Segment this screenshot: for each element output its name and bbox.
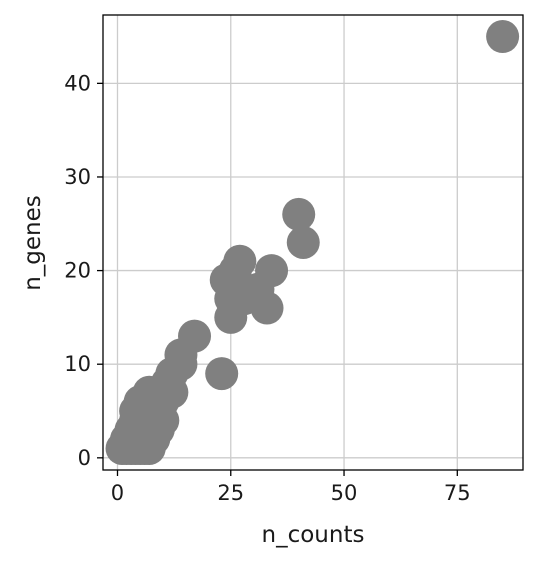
data-point: [178, 319, 212, 353]
x-axis-label: n_counts: [262, 522, 365, 548]
y-axis-label: n_genes: [20, 195, 46, 291]
y-tick-label: 20: [64, 259, 91, 283]
y-tick-label: 10: [64, 352, 91, 376]
data-point: [486, 20, 520, 54]
x-tick-label: 0: [111, 481, 124, 505]
plot-frame: [102, 14, 524, 471]
data-point: [282, 197, 316, 231]
data-points: [105, 20, 520, 465]
data-point: [255, 254, 289, 288]
x-tick-label: 75: [444, 481, 471, 505]
data-point: [286, 226, 320, 259]
x-axis-ticks: 0 25 50 75: [111, 470, 471, 505]
y-tick-label: 40: [64, 71, 91, 95]
y-tick-label: 0: [78, 446, 91, 470]
data-point: [223, 244, 257, 278]
data-point: [205, 357, 239, 391]
x-tick-label: 25: [217, 481, 244, 505]
x-tick-label: 50: [331, 481, 358, 505]
y-axis-ticks: 0 10 20 30 40: [64, 71, 103, 470]
y-tick-label: 30: [64, 165, 91, 189]
data-point: [250, 291, 284, 325]
